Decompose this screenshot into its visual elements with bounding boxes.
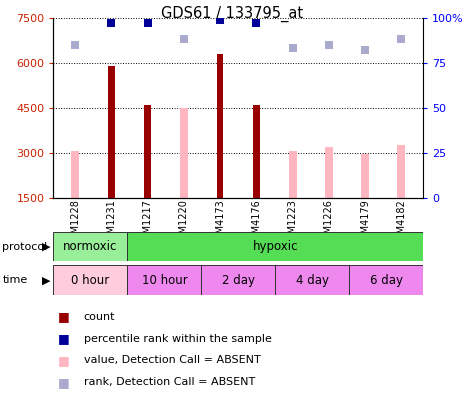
- Text: ■: ■: [58, 310, 70, 323]
- Text: GDS61 / 133795_at: GDS61 / 133795_at: [161, 6, 304, 22]
- Bar: [108, 66, 115, 198]
- Text: 6 day: 6 day: [370, 274, 403, 287]
- Text: ■: ■: [58, 354, 70, 367]
- Text: protocol: protocol: [2, 242, 47, 251]
- Bar: [398, 145, 405, 198]
- Bar: [127, 232, 423, 261]
- Text: 0 hour: 0 hour: [71, 274, 110, 287]
- Bar: [53, 265, 127, 295]
- Bar: [127, 265, 201, 295]
- Bar: [53, 232, 127, 261]
- Text: hypoxic: hypoxic: [252, 240, 298, 253]
- Bar: [325, 147, 333, 198]
- Text: 10 hour: 10 hour: [141, 274, 187, 287]
- Bar: [289, 151, 297, 198]
- Bar: [361, 154, 369, 198]
- Text: time: time: [2, 275, 27, 285]
- Text: percentile rank within the sample: percentile rank within the sample: [84, 333, 272, 344]
- Text: 2 day: 2 day: [222, 274, 255, 287]
- Bar: [145, 105, 151, 198]
- Text: ▶: ▶: [42, 242, 51, 251]
- Bar: [275, 265, 349, 295]
- Bar: [349, 265, 423, 295]
- Text: 4 day: 4 day: [296, 274, 329, 287]
- Text: value, Detection Call = ABSENT: value, Detection Call = ABSENT: [84, 355, 260, 366]
- Text: ▶: ▶: [42, 275, 51, 285]
- Text: ■: ■: [58, 332, 70, 345]
- Text: ■: ■: [58, 376, 70, 388]
- Text: normoxic: normoxic: [63, 240, 118, 253]
- Bar: [71, 151, 79, 198]
- Text: count: count: [84, 312, 115, 322]
- Bar: [217, 54, 224, 198]
- Bar: [201, 265, 275, 295]
- Bar: [180, 108, 188, 198]
- Bar: [253, 105, 259, 198]
- Text: rank, Detection Call = ABSENT: rank, Detection Call = ABSENT: [84, 377, 255, 387]
